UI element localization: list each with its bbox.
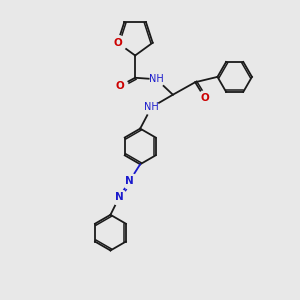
Text: NH: NH (149, 74, 164, 84)
Text: N: N (125, 176, 134, 186)
Text: O: O (115, 81, 124, 91)
Text: NH: NH (144, 102, 159, 112)
Text: N: N (115, 192, 124, 202)
Text: O: O (113, 38, 122, 48)
Text: O: O (200, 93, 209, 103)
